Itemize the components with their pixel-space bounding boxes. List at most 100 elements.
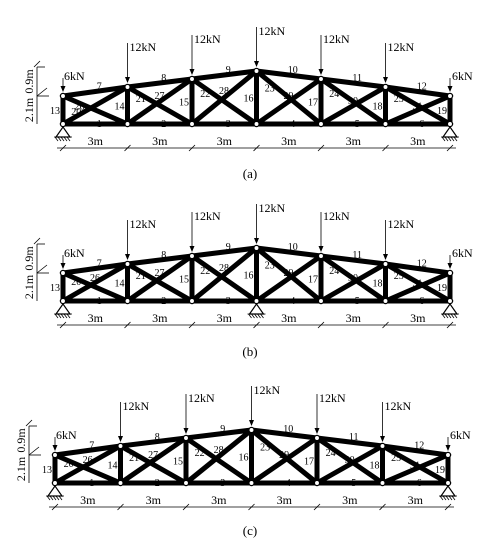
panel-caption: (c) — [243, 523, 257, 538]
member-number: 9 — [226, 242, 231, 253]
pin-support-icon — [46, 484, 64, 497]
bottom-node — [59, 297, 67, 305]
member-number: 17 — [308, 275, 318, 286]
bottom-node — [444, 479, 452, 487]
diagonal-member — [52, 452, 123, 486]
top-node — [446, 92, 454, 100]
top-node — [446, 269, 454, 277]
member-number: 1 — [89, 478, 94, 489]
truss-members — [52, 427, 451, 486]
height-dimension: 0.9m 2.1m — [22, 237, 49, 301]
member-number: 20 — [64, 459, 74, 470]
load-arrow-head — [447, 263, 453, 269]
diagonal-member — [318, 84, 388, 127]
span-label: 3m — [277, 493, 293, 507]
span-dimension: 3m 3m 3m 3m 3m 3m — [57, 134, 456, 152]
member-number: 20 — [71, 277, 81, 288]
member-number: 7 — [97, 259, 102, 270]
top-node — [317, 75, 325, 83]
bottom-node — [317, 297, 325, 305]
diagonal-member — [314, 435, 385, 486]
member-number: 6 — [419, 296, 424, 307]
load-arrow-head — [189, 69, 195, 75]
member-number: 27 — [148, 450, 158, 461]
truss-panel-a: 6kN12kN12kN12kN12kN12kN6kN17283941051161… — [22, 24, 473, 181]
member-number: 18 — [373, 102, 383, 113]
bottom-node — [382, 297, 389, 305]
rise-label: 0.9m — [14, 428, 28, 453]
member-number: 30 — [345, 455, 355, 466]
member-number: 30 — [348, 273, 358, 284]
bottom-node — [188, 120, 196, 128]
bottom-node — [317, 120, 325, 128]
diagonal-member — [380, 452, 451, 486]
span-label: 3m — [281, 134, 297, 148]
member-number: 8 — [161, 250, 166, 261]
top-node — [313, 434, 321, 442]
load-label: 12kN — [194, 32, 221, 46]
span-label: 3m — [281, 311, 297, 325]
member-number: 31 — [412, 279, 422, 290]
member-number: 27 — [154, 268, 164, 279]
member-number: 2 — [161, 296, 166, 307]
load-arrow-head — [52, 445, 58, 451]
top-chord-member — [254, 245, 324, 259]
bottom-node — [382, 120, 389, 128]
load-label: 6kN — [64, 246, 85, 260]
member-number: 31 — [412, 102, 422, 113]
top-node — [188, 252, 196, 260]
member-number: 13 — [42, 465, 52, 476]
diagonal-member — [383, 270, 453, 304]
truss-members — [60, 68, 453, 127]
span-label: 3m — [152, 134, 168, 148]
top-chord-member — [318, 253, 388, 267]
bottom-node — [248, 479, 255, 487]
member-number: 15 — [179, 98, 189, 109]
member-number: 27 — [154, 91, 164, 102]
member-number: 5 — [355, 119, 360, 130]
diagonal-member — [118, 435, 189, 486]
member-number: 16 — [239, 453, 249, 464]
member-number: 11 — [352, 250, 362, 261]
diagonal-member — [189, 76, 259, 127]
diagonal-member — [60, 93, 130, 127]
member-number: 28 — [214, 445, 224, 456]
pin-support-icon — [441, 302, 459, 315]
top-node — [188, 75, 196, 83]
member-number: 25 — [394, 94, 404, 105]
load-label: 12kN — [130, 217, 157, 231]
member-number: 4 — [286, 478, 291, 489]
diagonal-member — [60, 270, 130, 304]
member-number: 11 — [352, 73, 362, 84]
top-chord-member — [254, 68, 324, 82]
member-number: 13 — [50, 106, 60, 117]
member-number: 3 — [226, 296, 231, 307]
member-number: 1 — [97, 296, 102, 307]
span-label: 3m — [217, 311, 233, 325]
member-number: 19 — [435, 465, 445, 476]
pin-support-icon — [439, 484, 457, 497]
load-label: 12kN — [123, 399, 150, 413]
ground-hatch — [54, 313, 72, 319]
ground-hatch — [441, 313, 459, 319]
depth-label: 2.1m — [22, 97, 36, 122]
pin-support-icon — [54, 125, 72, 138]
top-node — [253, 67, 260, 75]
member-number: 2 — [161, 119, 166, 130]
member-number: 31 — [410, 461, 420, 472]
span-dimension: 3m 3m 3m 3m 3m 3m — [49, 493, 454, 511]
load-label: 12kN — [130, 40, 157, 54]
ground-hatch — [46, 495, 64, 501]
top-node — [317, 252, 325, 260]
member-number: 24 — [329, 266, 339, 277]
load-arrow-head — [189, 246, 195, 252]
depth-label: 2.1m — [14, 456, 28, 481]
load-label: 12kN — [323, 32, 350, 46]
span-label: 3m — [408, 493, 424, 507]
diagonal-member — [125, 84, 195, 127]
member-number: 12 — [417, 82, 427, 93]
member-number: 30 — [348, 96, 358, 107]
